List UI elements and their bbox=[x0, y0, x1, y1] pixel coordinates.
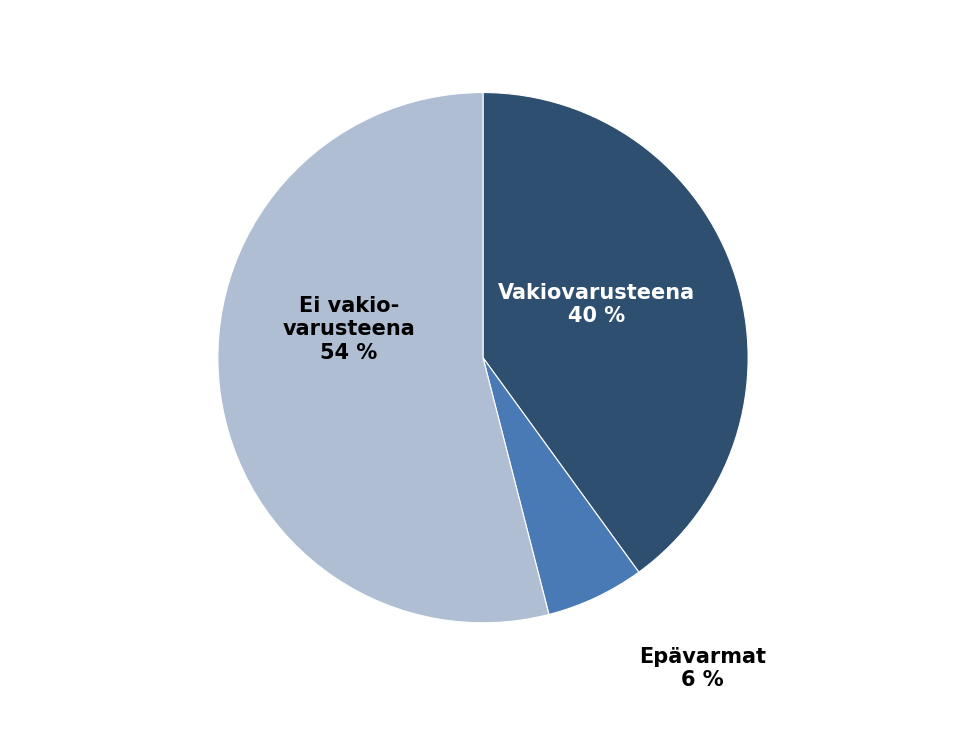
Text: Vakiovarusteena
40 %: Vakiovarusteena 40 % bbox=[497, 283, 695, 326]
Wedge shape bbox=[483, 92, 748, 572]
Text: Epävarmat
6 %: Epävarmat 6 % bbox=[639, 647, 766, 690]
Wedge shape bbox=[483, 358, 639, 614]
Text: Ei vakio-
varusteena
54 %: Ei vakio- varusteena 54 % bbox=[282, 296, 415, 363]
Wedge shape bbox=[218, 92, 549, 623]
